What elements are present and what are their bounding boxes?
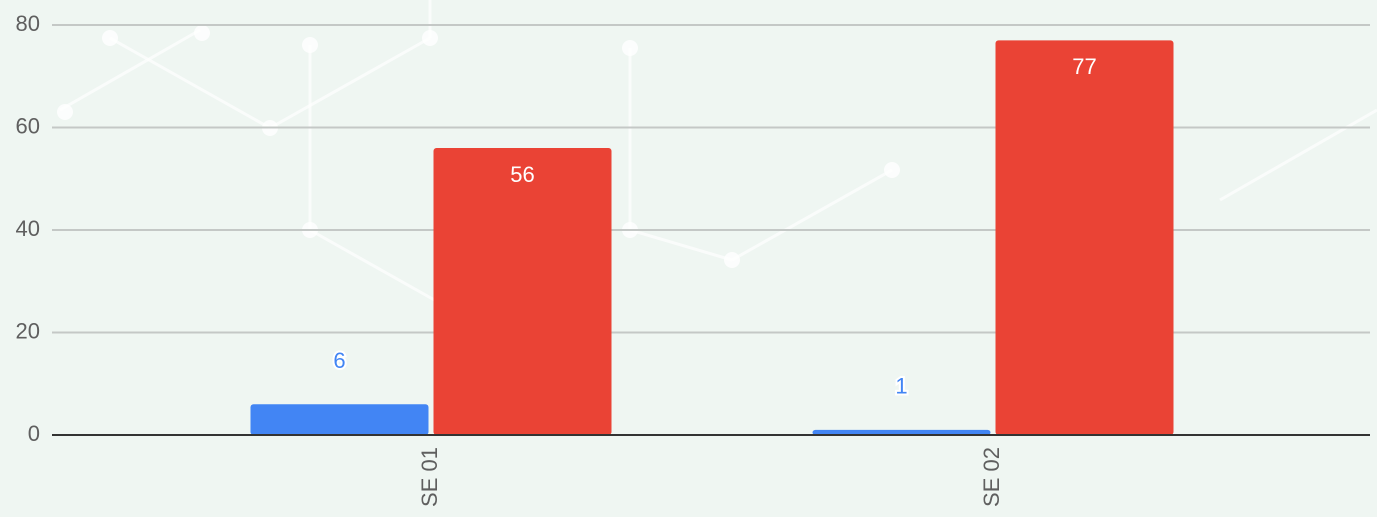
background-decoration bbox=[57, 0, 1377, 322]
value-label: 6 bbox=[333, 348, 345, 373]
y-tick-label: 20 bbox=[16, 318, 40, 343]
value-label: 56 bbox=[510, 162, 534, 187]
bar bbox=[812, 429, 991, 435]
y-tick-label: 80 bbox=[16, 11, 40, 36]
value-label: 77 bbox=[1072, 54, 1096, 79]
y-tick-label: 40 bbox=[16, 216, 40, 241]
y-tick-label: 60 bbox=[16, 113, 40, 138]
bar bbox=[433, 148, 612, 435]
value-label: 1 bbox=[895, 374, 907, 399]
bar bbox=[250, 404, 429, 435]
bar bbox=[995, 40, 1174, 435]
x-tick-label: SE 02 bbox=[979, 447, 1004, 507]
x-tick-label: SE 01 bbox=[417, 447, 442, 507]
y-tick-label: 0 bbox=[28, 421, 40, 446]
